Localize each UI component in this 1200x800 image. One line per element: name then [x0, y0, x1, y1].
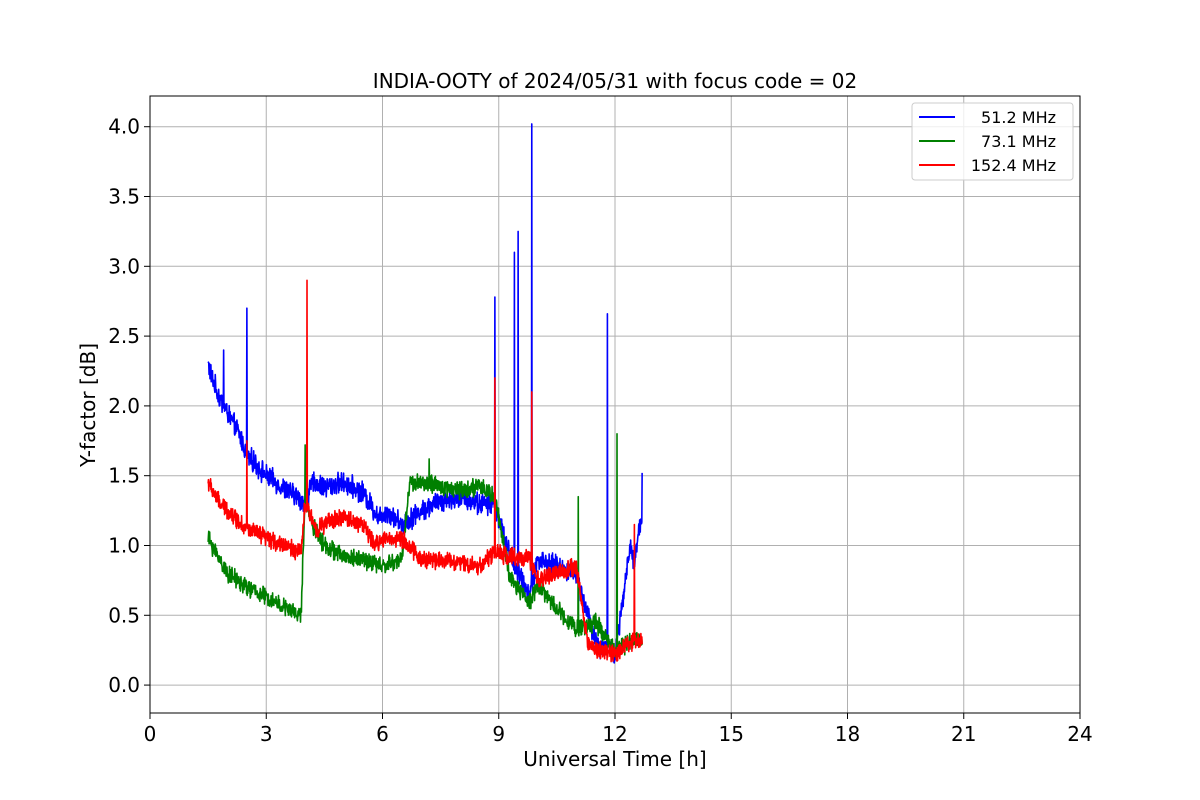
- x-tick-label: 9: [492, 722, 505, 746]
- x-tick-label: 24: [1067, 722, 1092, 746]
- x-tick-label: 21: [951, 722, 976, 746]
- y-tick-label: 2.0: [108, 394, 140, 418]
- legend-label-1: 51.2 MHz: [981, 108, 1056, 127]
- y-tick-label: 3.5: [108, 185, 140, 209]
- x-tick-label: 0: [144, 722, 157, 746]
- series-line-2: [207, 433, 643, 659]
- y-tick-label: 3.0: [108, 254, 140, 278]
- series-layer: [207, 123, 643, 664]
- chart-title: INDIA-OOTY of 2024/05/31 with focus code…: [373, 69, 857, 93]
- y-tick-label: 0.5: [108, 603, 140, 627]
- legend: 51.2 MHz 73.1 MHz 152.4 MHz: [911, 102, 1074, 181]
- legend-label-3: 152.4 MHz: [971, 156, 1056, 175]
- x-tick-label: 15: [719, 722, 744, 746]
- y-tick-label: 1.0: [108, 533, 140, 557]
- legend-box: [911, 102, 1074, 181]
- x-tick-label: 6: [376, 722, 389, 746]
- y-axis-label: Y-factor [dB]: [76, 343, 100, 468]
- x-axis-label: Universal Time [h]: [523, 747, 706, 771]
- ticks: 0 3 6 9 12 15 18 21 24 0.0 0.5 1.0 1.5 2.0 2.5 3.0 3.5 4.…: [108, 115, 1093, 746]
- x-tick-label: 3: [260, 722, 273, 746]
- x-tick-label: 12: [602, 722, 627, 746]
- y-tick-label: 0.0: [108, 673, 140, 697]
- legend-label-2: 73.1 MHz: [981, 132, 1056, 151]
- y-tick-label: 1.5: [108, 464, 140, 488]
- y-tick-label: 4.0: [108, 115, 140, 139]
- series-line-3: [207, 279, 643, 663]
- x-tick-label: 18: [835, 722, 860, 746]
- y-tick-label: 2.5: [108, 324, 140, 348]
